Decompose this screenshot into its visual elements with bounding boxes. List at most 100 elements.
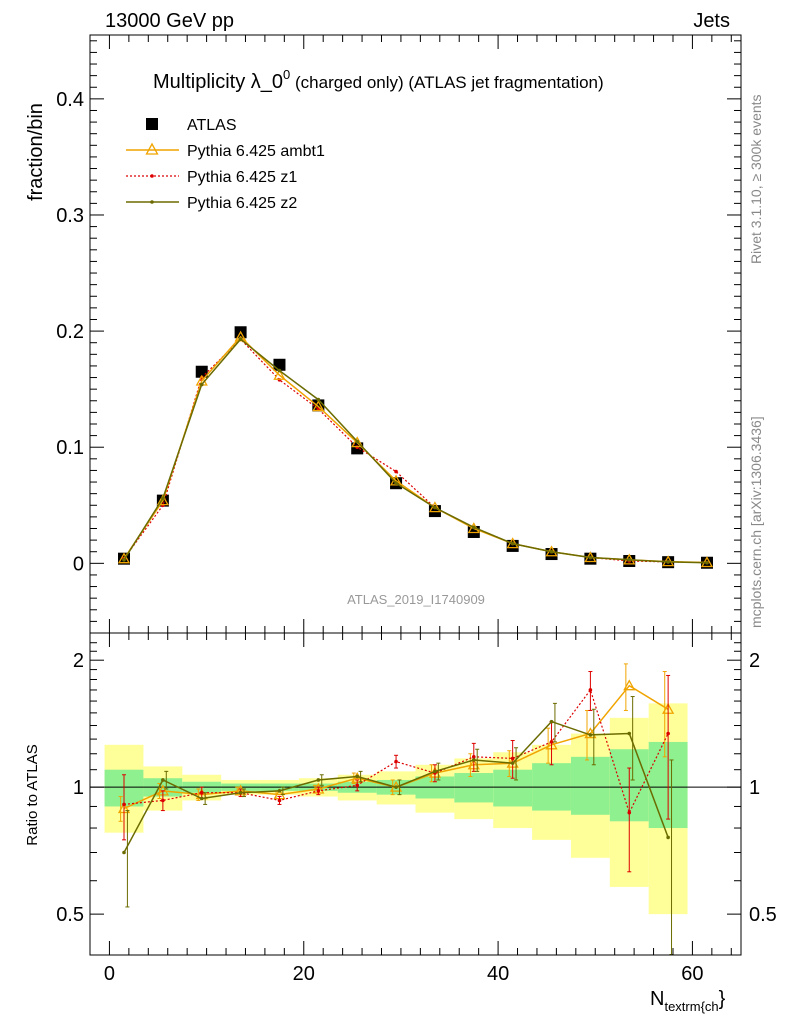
z2-point [355,439,360,444]
x-axis-label-end: } [719,988,726,1010]
z2-point [627,558,632,562]
legend-marker-z2 [150,200,154,204]
ambt1-point [156,494,169,506]
ratio-point-z2 [666,835,670,840]
main-y-tick-label: 0.4 [56,89,84,111]
z2-point [588,555,593,560]
ratio-point-z1 [471,755,476,759]
band-inner-bin [570,756,610,815]
ratio-y-tick-label-left: 0.5 [56,904,84,926]
ratio-point-z1 [316,789,321,793]
ratio-point-z2 [316,778,321,782]
ratio-point-z1 [588,688,593,692]
main-y-tick-label: 0.3 [56,205,84,227]
ratio-point-z2 [433,769,437,774]
z2-point [510,541,515,546]
ratio-y-tick-label-left: 1 [73,777,84,799]
ratio-point-ambt1 [584,727,597,739]
z2-point [705,560,709,565]
ratio-point-z2 [122,850,126,855]
main-y-tick-label: 0.2 [56,321,84,343]
ratio-point-z1 [394,759,398,764]
ratio-point-z2 [238,790,243,795]
ratio-point-z1 [161,798,165,803]
ratio-y-axis-label: Ratio to ATLAS [24,744,41,845]
z2-point [122,558,126,562]
ratio-point-z1 [666,731,670,736]
ratio-point-z2 [277,789,282,793]
ambt1-point [273,368,286,380]
z2-point [549,549,554,554]
legend-marker-z1 [150,174,154,178]
z2-point [161,496,165,501]
plot-title-main: Multiplicity λ_0 [153,71,283,93]
main-panel: 0 0.1 0.2 0.3 0.4 fraction/bin Multiplicity … [25,34,742,634]
x-axis-label: Ntextrm{ch} [650,988,726,1014]
ratio-point-z2 [627,731,632,736]
x-tick-label: 0 [104,963,115,985]
source-label: mcplots.cern.ch [arXiv:1306.3436] [748,416,764,628]
ambt1-point [312,400,325,412]
ratio-panel: 0.5 0.5 1 1 2 2 0 20 40 60 Ratio to ATLAS Ntextr… [24,632,777,1014]
ratio-line-z1 [123,688,669,815]
legend-label-z1: Pythia 6.425 z1 [187,169,297,186]
ratio-point-z2 [549,719,554,724]
z2-point [238,337,243,342]
plot-title-rest: (charged only) (ATLAS jet fragmentation) [290,73,603,92]
ratio-y-tick-label-left: 2 [73,650,84,672]
legend-label-atlas: ATLAS [187,117,237,134]
ratio-y-tick-labels: 0.5 0.5 1 1 2 2 [56,650,777,926]
ratio-y-tick-label-right: 2 [749,650,760,672]
main-y-axis-label: fraction/bin [25,103,47,201]
legend-label-z2: Pythia 6.425 z2 [187,195,297,212]
energy-label: 13000 GeV pp [105,10,234,32]
atlas-marker [195,365,208,378]
main-plot-content [117,326,714,569]
ratio-point-z2 [161,778,165,782]
z1-point [394,469,398,474]
main-y-tick-labels: 0 0.1 0.2 0.3 0.4 [56,89,84,575]
band-inner-bin [454,773,494,803]
ratio-point-z1 [549,740,554,744]
plot-title-superscript: 0 [283,67,290,82]
ratio-point-z2 [588,733,593,737]
category-label: Jets [693,10,730,32]
z2-point [316,397,321,402]
ratio-y-tick-label-right: 0.5 [749,904,777,926]
x-tick-label: 40 [487,963,509,985]
ratio-plot-content [90,663,741,956]
ratio-ticks [90,633,741,955]
ratio-point-z1 [122,802,126,807]
x-axis-label-subscript: textrm{ch [664,999,718,1014]
z2-line [123,338,708,564]
legend: ATLAS Pythia 6.425 ambt1 Pythia 6.425 z1… [126,117,325,212]
ambt1-point [428,501,442,513]
ambt1-point [351,436,364,448]
ratio-point-ambt1 [623,679,636,691]
ratio-point-z2 [199,796,204,801]
legend-marker-atlas [146,118,158,130]
x-tick-label: 20 [293,963,315,985]
legend-marker-ambt1 [145,142,159,155]
ratio-point-z2 [355,774,360,779]
ratio-point-z1 [510,756,515,761]
z2-point [394,481,398,486]
ambt1-line [123,335,708,564]
x-tick-label: 60 [681,963,703,985]
legend-label-ambt1: Pythia 6.425 ambt1 [187,143,325,160]
ratio-point-z1 [355,783,360,788]
ratio-y-tick-label-right: 1 [749,777,760,799]
z2-point [199,382,204,387]
z2-point [277,368,282,373]
ratio-panel-frame [89,632,742,956]
ratio-point-z2 [394,785,398,789]
main-y-tick-label: 0.1 [56,437,84,459]
z2-point [433,505,437,510]
main-ticks [90,35,741,633]
ratio-point-z1 [199,790,204,795]
x-tick-labels: 0 20 40 60 [104,963,704,985]
plot-title: Multiplicity λ_00 (charged only) (ATLAS … [153,67,604,93]
z2-point [666,560,670,564]
z2-point [471,525,476,530]
